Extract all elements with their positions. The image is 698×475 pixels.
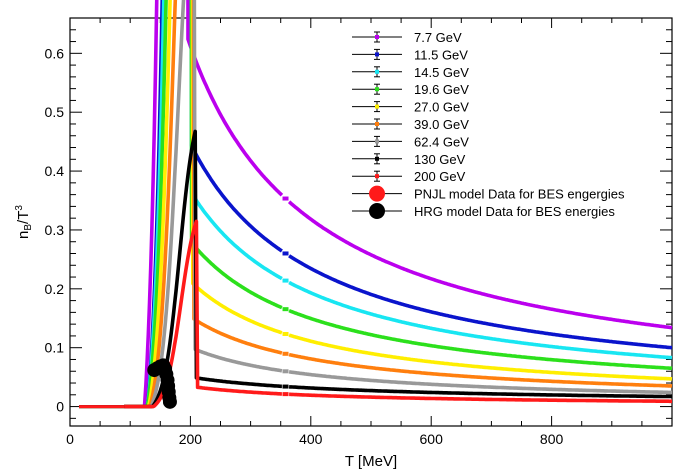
legend-swatch: [375, 156, 379, 161]
y-tick-label: 0.2: [45, 281, 65, 297]
series-line-tail: [288, 392, 673, 404]
legend-label: 62.4 GeV: [414, 134, 469, 149]
legend-swatch: [375, 174, 379, 179]
series-line-tail: [288, 308, 673, 371]
series-transition-marker: [282, 196, 289, 201]
legend-label: 27.0 GeV: [414, 100, 469, 115]
legend-label: PNJL model Data for BES engergies: [414, 187, 625, 202]
series-line: [123, 219, 283, 409]
axis-ticks: 0 200 400 600 800 0 0.1 0.2 0.3 0.4 0.5 0.6: [45, 18, 672, 447]
legend-marker: [369, 203, 385, 219]
y-tick-label: 0.3: [45, 222, 65, 238]
series-line-tail: [288, 333, 673, 381]
legend-label: 7.7 GeV: [414, 30, 462, 45]
series-line-tail: [288, 280, 673, 360]
legend-label: 200 GeV: [414, 169, 466, 184]
series-line: [123, 0, 284, 409]
series-line-tail: [288, 254, 673, 350]
hrg-point: [162, 394, 177, 409]
series-transition-marker: [282, 278, 289, 283]
legend-swatch: [375, 139, 379, 144]
series-transition-marker: [282, 369, 289, 374]
x-tick-label: 200: [179, 431, 203, 447]
series-transition-marker: [282, 384, 289, 389]
series-transition-marker: [282, 307, 289, 312]
x-tick-label: 400: [299, 431, 323, 447]
legend-label: 19.6 GeV: [414, 82, 469, 97]
x-tick-label: 800: [540, 431, 564, 447]
series-line: [123, 0, 283, 409]
legend-swatch: [375, 52, 379, 57]
series-transition-marker: [282, 331, 289, 336]
series-transition-marker: [282, 351, 289, 356]
legend-swatch: [375, 69, 379, 74]
series-transition-marker: [282, 392, 289, 397]
legend: 7.7 GeV 11.5 GeV 14.5 GeV 19.6 GeV 27.0 GeV 3…: [352, 30, 625, 219]
hrg-points: [147, 358, 177, 409]
legend-label: 14.5 GeV: [414, 65, 469, 80]
x-tick-label: 600: [420, 431, 444, 447]
legend-swatch: [375, 87, 379, 92]
y-tick-label: 0.4: [45, 163, 65, 179]
y-tick-label: 0.6: [45, 45, 65, 61]
legend-label: 130 GeV: [414, 152, 466, 167]
legend-label: 39.0 GeV: [414, 117, 469, 132]
x-tick-label: 0: [66, 431, 74, 447]
series-line-tail: [288, 352, 673, 388]
legend-swatch: [375, 35, 379, 39]
legend-swatch: [375, 122, 379, 126]
legend-swatch: [375, 104, 379, 109]
x-axis-title: T [MeV]: [345, 453, 397, 470]
y-tick-label: 0.5: [45, 104, 65, 120]
series-line-tail: [288, 370, 673, 395]
legend-marker: [369, 185, 385, 202]
series-group: [79, 0, 673, 409]
legend-label: 11.5 GeV: [414, 47, 468, 62]
legend-label: HRG model Data for BES energies: [414, 204, 615, 219]
y-tick-label: 0.1: [45, 340, 65, 356]
series-transition-marker: [282, 251, 289, 256]
series-line-tail: [287, 200, 673, 330]
y-tick-label: 0: [56, 399, 64, 415]
series-line-tail: [288, 385, 673, 399]
y-axis-title: nB/T3: [14, 205, 34, 239]
